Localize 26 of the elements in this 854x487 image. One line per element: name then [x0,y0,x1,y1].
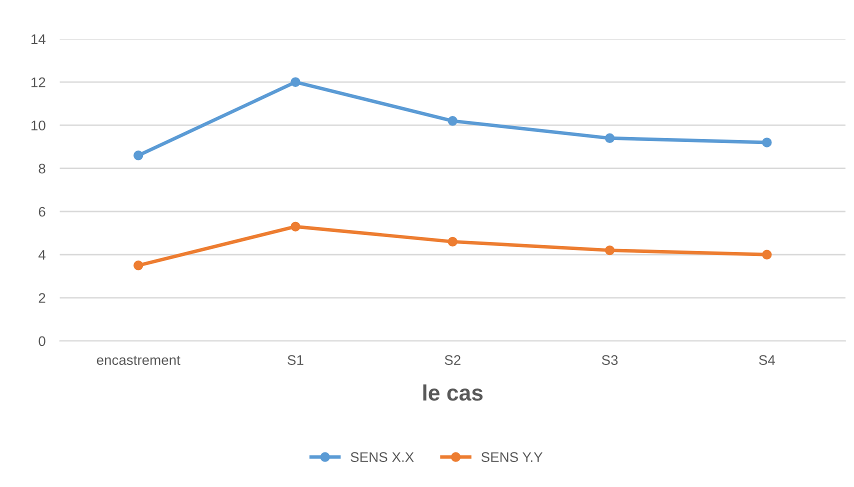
y-tick-label: 14 [32,34,46,44]
legend-label: SENS Y.Y [481,452,543,462]
y-tick-label: 8 [38,164,46,174]
y-tick-label: 6 [38,206,46,217]
y-tick-label: 4 [38,250,46,260]
x-tick-label: S4 [759,355,775,365]
legend-label: SENS X.X [350,452,414,462]
y-tick-label: 10 [32,120,46,130]
point [762,250,772,260]
point [762,138,772,148]
x-tick-label: encastrement [96,356,180,365]
point [604,245,615,256]
point [290,77,300,87]
point [448,116,458,126]
point [448,236,458,247]
y-tick-label: 2 [38,293,46,303]
y-tick-label: 0 [38,336,46,346]
y-tick-label: 12 [32,77,46,88]
point [133,260,144,270]
x-axis-title: le cas [423,384,483,401]
x-tick-label: S3 [602,355,618,365]
x-tick-label: S1 [288,355,304,365]
point [290,222,300,232]
point [604,133,615,144]
point [133,150,144,160]
x-tick-label: S2 [444,355,460,365]
